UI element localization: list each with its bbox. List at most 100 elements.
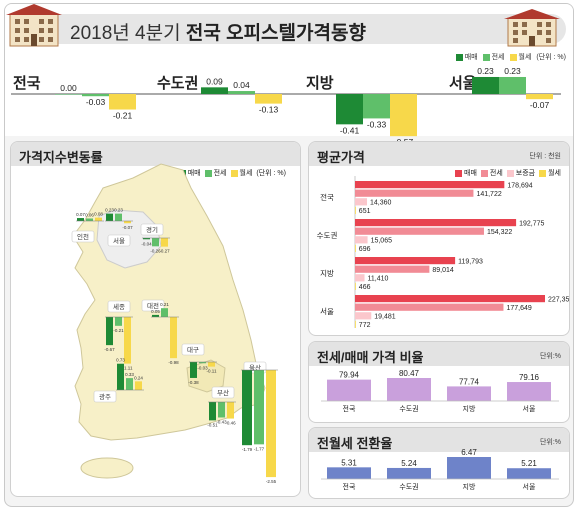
map-bar-wolse [266,370,276,478]
map-region-label: 대전 [147,301,159,310]
korea-map-chart: 인천 0.07 0.06 0.08 서울 0.23 0.23 -0.07 경기 -0.04 -0.2… [71,163,278,484]
map-bar-wolse [170,317,177,359]
change-bar-wolse [390,94,417,137]
map-value-label: 0.05 [151,309,160,314]
change-value-label: 0.04 [233,80,250,90]
map-region-label: 광주 [99,393,111,401]
avg-value-label: 227,353 [548,296,570,303]
change-value-label: -0.33 [367,119,387,129]
map-region-label: 인천 [77,232,89,241]
map-value-label: -0.27 [159,249,170,254]
map-bar-sale [209,402,216,421]
ratio-header [309,342,569,366]
avg-region-label: 서울 [320,307,334,316]
top-legend: 매매 전세 월세 (단위 : %) [455,52,566,62]
change-bar-jeonse [499,76,526,94]
bar-category-label: 지방 [463,482,476,491]
legend-swatch-jeonse [204,169,212,177]
change-value-label: 0.23 [477,66,494,76]
avg-bar-jeonse [355,265,430,273]
avg-bar-wolse [355,206,356,214]
change-bar-jeonse [82,94,109,97]
avg-value-label: 11,410 [368,276,389,283]
avg-bar-deposit [355,274,365,282]
value-bar [447,386,491,401]
map-bar-sale [77,218,84,221]
legend-unit: (단위 : %) [256,170,286,177]
map-bar-sale [242,370,252,446]
map-value-label: 0.07 [76,212,85,217]
map-value-label: -0.67 [104,347,115,352]
avg-region-label: 지방 [320,268,334,278]
bar-value-label: 77.74 [459,377,480,386]
change-bar-sale [336,94,363,125]
map-value-label: 0.08 [94,212,103,217]
map-bar-jeonse [115,213,122,221]
ratio-chart: 79.94 전국 80.47 수도권 77.74 지방 79.16 서울 [321,369,559,413]
map-value-label: 0.06 [85,212,94,217]
change-value-label: -0.41 [340,125,360,135]
conversion-chart: 5.31 전국 5.24 수도권 6.47 지방 5.21 서울 [321,448,559,491]
map-value-label: -0.04 [141,241,152,246]
map-bar-jeonse [152,238,159,247]
avg-bar-deposit [355,312,372,320]
bar-value-label: 5.21 [521,459,537,468]
avg-bar-wolse [355,320,356,328]
ratio-unit: 단위:% [539,353,561,360]
region-tag [141,299,165,312]
change-bar-sale [55,94,82,95]
legend-label-deposit: 보증금 [515,170,536,177]
legend-label-wolse: 월세 [518,54,532,61]
avg-bar-jeonse [355,227,484,235]
map-bar-jeonse [218,402,225,418]
map-value-label: 0.33 [125,372,134,377]
avg-bar-wolse [355,282,356,290]
map-bar-wolse [208,362,215,367]
map-region-label: 부산 [217,388,229,397]
conversion-unit: 단위:% [539,439,561,446]
map-bar-jeonse [199,362,206,364]
avg-value-label: 15,065 [371,238,393,245]
region-tag [140,223,164,236]
avg-bar-jeonse [355,303,504,311]
map-value-label: -0.46 [225,421,236,426]
map-panel-title: 가격지수변동률 [19,150,103,165]
map-region-label: 경기 [146,225,158,234]
bar-category-label: 서울 [523,482,536,491]
bar-value-label: 5.24 [401,459,417,468]
conversion-title: 전월세 전환율 [317,436,393,451]
region-tag [71,230,95,243]
avg-region-label: 전국 [320,192,334,202]
map-bar-sale [152,314,159,317]
bar-category-label: 서울 [523,404,536,413]
bar-category-label: 전국 [343,404,356,413]
legend-label-jeonse: 전세 [489,170,503,177]
map-value-label: -1.11 [123,366,133,371]
region-tag [93,390,117,403]
avg-value-label: 651 [359,208,371,215]
bar-value-label: 6.47 [461,448,477,457]
legend-swatch-sale [455,169,462,177]
map-region-label: 울산 [249,363,261,372]
map-value-label: -1.77 [254,446,265,451]
avg-value-label: 14,360 [370,200,392,207]
avg-value-label: 154,322 [487,229,512,236]
legend-swatch-wolse [509,53,517,61]
value-bar [387,467,431,479]
avg-price-unit: 단위 : 천원 [529,153,561,160]
avg-value-label: 178,694 [507,182,532,189]
legend-unit: (단위 : %) [536,54,566,61]
map-value-label: -2.55 [266,479,277,484]
map-bar-sale [106,317,113,346]
map-value-label: 0.23 [105,208,114,213]
map-region-label: 세종 [113,302,125,311]
change-bar-wolse [526,94,553,100]
avg-bar-sale [355,257,456,265]
change-value-label: 0.00 [60,83,77,93]
map-bar-sale [190,362,197,378]
map-bar-jeonse [115,317,122,326]
legend-label-wolse: 월세 [239,170,253,177]
change-bar-wolse [109,94,136,110]
